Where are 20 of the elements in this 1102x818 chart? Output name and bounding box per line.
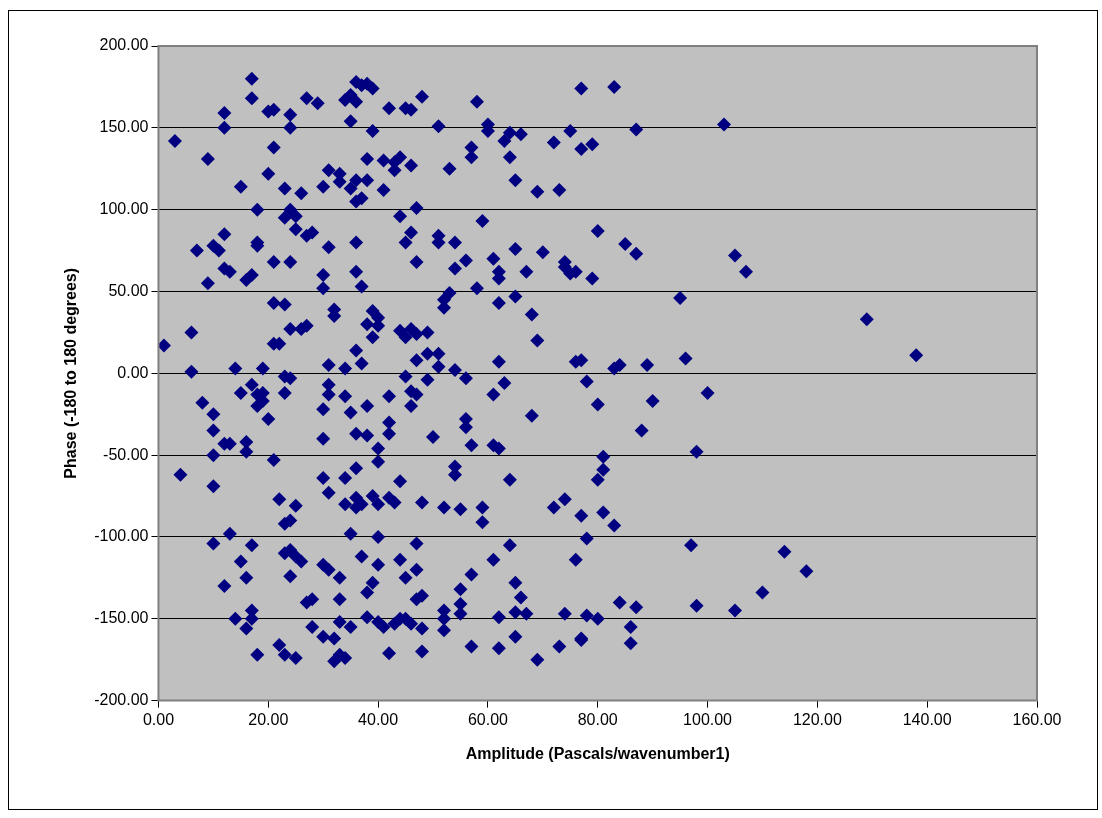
x-tick-label: 120.00	[792, 710, 842, 728]
x-axis-title: Amplitude (Pascals/wavenumber1)	[465, 744, 730, 762]
x-tick-label: 100.00	[683, 710, 733, 728]
x-tick-label: 0.00	[142, 710, 175, 728]
x-tick-label: 140.00	[902, 710, 952, 728]
y-tick-label: -50.00	[103, 445, 149, 463]
x-tick-label: 80.00	[577, 710, 618, 728]
y-tick-label: 100.00	[99, 200, 149, 218]
y-tick-label: -200.00	[94, 691, 149, 709]
x-tick-label: 40.00	[358, 710, 399, 728]
x-tick-label: 60.00	[467, 710, 509, 728]
x-tick-label: 20.00	[248, 710, 289, 728]
y-tick-label: 50.00	[108, 281, 149, 299]
y-axis-title: Phase (-180 to 180 degrees)	[62, 267, 80, 479]
y-tick-label: -150.00	[94, 609, 149, 627]
x-tick-label: 160.00	[1012, 710, 1062, 728]
y-tick-label: 0.00	[117, 363, 149, 381]
y-tick-label: 150.00	[99, 118, 149, 136]
y-tick-label: 200.00	[99, 36, 149, 54]
y-tick-label: -100.00	[94, 527, 149, 545]
